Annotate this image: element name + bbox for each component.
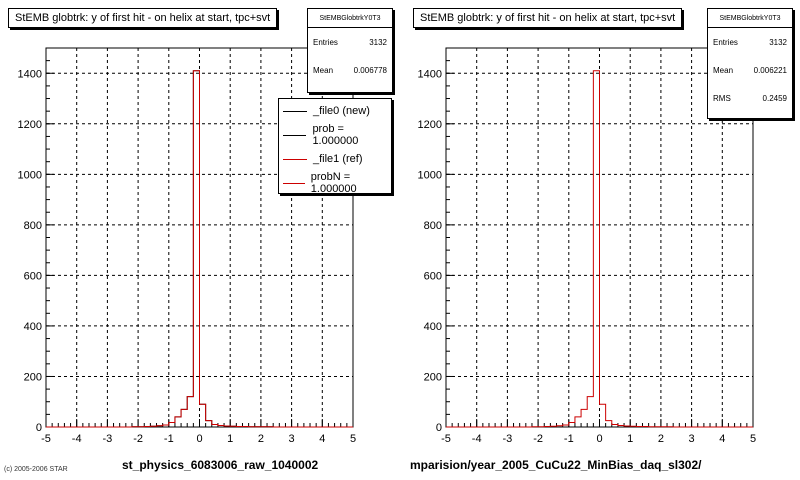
y-tick-label-left: 0	[36, 422, 42, 434]
footer-note: (c) 2005-2006 STAR	[4, 466, 68, 473]
x-tick-label-right: 0	[596, 433, 602, 445]
x-tick-label-left: 2	[258, 433, 264, 445]
stats-name-left: StEMBGlobtrkY0T3	[308, 9, 392, 28]
legend-line-file0	[283, 110, 307, 112]
stats-box-left: StEMBGlobtrkY0T3 Entries 3132 Mean 0.00677…	[307, 8, 393, 93]
x-tick-label-left: -4	[72, 433, 82, 445]
legend-item-prob: prob = 1.000000	[279, 123, 391, 147]
y-tick-label-right: 800	[424, 220, 442, 232]
x-axis-title-right: mparision/year_2005_CuCu22_MinBias_daq_s…	[410, 458, 702, 472]
x-tick-label-left: -1	[164, 433, 174, 445]
x-tick-label-left: 5	[350, 433, 356, 445]
y-tick-label-right: 1400	[418, 68, 442, 80]
x-tick-label-left: -2	[133, 433, 143, 445]
y-tick-label-left: 1200	[18, 119, 42, 131]
x-tick-label-right: 2	[658, 433, 664, 445]
legend-line-prob	[283, 134, 307, 136]
histogram-series-right	[446, 70, 753, 428]
y-tick-label-left: 400	[24, 321, 42, 333]
legend-item-file1: _file1 (ref)	[279, 147, 391, 171]
x-tick-label-right: 3	[689, 433, 695, 445]
y-tick-label-right: 0	[436, 422, 442, 434]
y-tick-label-right: 1200	[418, 119, 442, 131]
stats-name-right: StEMBGlobtrkY0T3	[708, 9, 792, 28]
y-tick-label-left: 600	[24, 270, 42, 282]
legend-left: _file0 (new) prob = 1.000000 _file1 (ref…	[278, 98, 392, 194]
x-tick-label-right: 4	[719, 433, 725, 445]
y-tick-label-left: 800	[24, 220, 42, 232]
x-tick-label-left: 4	[319, 433, 325, 445]
x-tick-label-right: 5	[750, 433, 756, 445]
legend-line-file1	[283, 158, 307, 160]
x-tick-label-right: -4	[472, 433, 482, 445]
histogram-series-left	[46, 70, 353, 428]
x-tick-label-left: 1	[227, 433, 233, 445]
stats-row-entries-left: Entries 3132	[313, 37, 387, 47]
x-tick-label-left: -5	[41, 433, 51, 445]
chart-title-right: StEMB globtrk: y of first hit - on helix…	[413, 8, 683, 28]
stats-row-mean-right: Mean 0.006221	[713, 65, 787, 75]
legend-item-probn: probN = 1.000000	[279, 171, 391, 193]
x-tick-label-right: -5	[441, 433, 451, 445]
y-tick-label-left: 1400	[18, 68, 42, 80]
legend-item-file0: _file0 (new)	[279, 99, 391, 123]
x-tick-label-left: 3	[289, 433, 295, 445]
x-tick-label-right: -2	[533, 433, 543, 445]
x-tick-label-left: -3	[103, 433, 113, 445]
y-tick-label-right: 400	[424, 321, 442, 333]
y-tick-label-left: 1000	[18, 169, 42, 181]
x-tick-label-right: -3	[503, 433, 513, 445]
legend-line-probn	[283, 182, 305, 184]
stats-row-entries-right: Entries 3132	[713, 37, 787, 47]
y-tick-label-right: 600	[424, 270, 442, 282]
x-tick-label-right: 1	[627, 433, 633, 445]
y-tick-label-right: 1000	[418, 169, 442, 181]
x-tick-label-left: 0	[196, 433, 202, 445]
chart-title-left: StEMB globtrk: y of first hit - on helix…	[8, 8, 278, 28]
stats-box-right: StEMBGlobtrkY0T3 Entries 3132 Mean 0.00622…	[707, 8, 793, 119]
x-tick-label-right: -1	[564, 433, 574, 445]
stats-row-mean-left: Mean 0.006778	[313, 65, 387, 75]
y-tick-label-right: 200	[424, 371, 442, 383]
x-axis-title-left: st_physics_6083006_raw_1040002	[122, 458, 319, 472]
y-tick-label-left: 200	[24, 371, 42, 383]
stats-row-rms-right: RMS 0.2459	[713, 93, 787, 103]
